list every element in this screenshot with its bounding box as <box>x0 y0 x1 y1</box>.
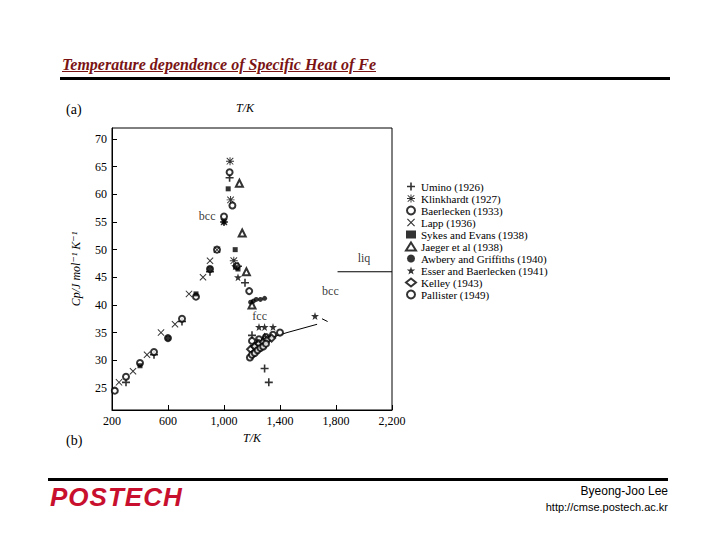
svg-text:Umino (1926): Umino (1926) <box>421 180 484 193</box>
svg-text:30: 30 <box>95 353 107 367</box>
html-text:(b): (b) <box>66 433 83 448</box>
html-text:(a): (a) <box>66 102 82 117</box>
svg-text:60: 60 <box>95 187 107 201</box>
svg-text:liq: liq <box>358 251 371 265</box>
svg-text:Pallister (1949): Pallister (1949) <box>421 289 489 302</box>
svg-text:65: 65 <box>95 160 107 174</box>
svg-text:T/K: T/K <box>243 431 262 445</box>
svg-text:55: 55 <box>95 215 107 229</box>
svg-text:45: 45 <box>95 270 107 284</box>
html-text:POSTECH: POSTECH <box>50 482 183 512</box>
svg-text:Jaeger et al (1938): Jaeger et al (1938) <box>421 240 503 253</box>
html-text:T/K: T/K <box>236 101 254 115</box>
svg-text:1,800: 1,800 <box>323 414 350 428</box>
svg-text:Esser and Baerlecken (1941): Esser and Baerlecken (1941) <box>421 264 548 277</box>
svg-text:bcc: bcc <box>199 209 216 223</box>
html-text:Byeong-Joo Lee: Byeong-Joo Lee <box>580 484 668 498</box>
svg-text:1,000: 1,000 <box>211 414 238 428</box>
svg-text:1,400: 1,400 <box>267 414 294 428</box>
svg-text:600: 600 <box>159 414 177 428</box>
html-text:http://cmse.postech.ac.kr: http://cmse.postech.ac.kr <box>545 501 668 513</box>
svg-text:Sykes and Evans (1938): Sykes and Evans (1938) <box>421 228 528 241</box>
svg-text:Cp/J mol⁻¹ K⁻¹: Cp/J mol⁻¹ K⁻¹ <box>69 231 83 306</box>
svg-text:Lapp (1936): Lapp (1936) <box>421 216 476 229</box>
svg-text:40: 40 <box>95 298 107 312</box>
svg-text:35: 35 <box>95 326 107 340</box>
svg-text:fcc: fcc <box>252 309 267 323</box>
svg-text:Kelley (1943): Kelley (1943) <box>421 276 483 289</box>
svg-text:Awbery and Griffiths (1940): Awbery and Griffiths (1940) <box>421 252 547 265</box>
svg-text:200: 200 <box>103 414 121 428</box>
html-text:Temperature dependence of Spec: Temperature dependence of Specific Heat … <box>62 56 376 73</box>
svg-text:Baerlecken (1933): Baerlecken (1933) <box>421 204 503 217</box>
svg-text:Klinkhardt (1927): Klinkhardt (1927) <box>421 192 501 205</box>
svg-text:70: 70 <box>95 132 107 146</box>
svg-text:25: 25 <box>95 381 107 395</box>
svg-text:bcc: bcc <box>322 284 339 298</box>
svg-text:2,200: 2,200 <box>379 414 406 428</box>
svg-text:50: 50 <box>95 243 107 257</box>
